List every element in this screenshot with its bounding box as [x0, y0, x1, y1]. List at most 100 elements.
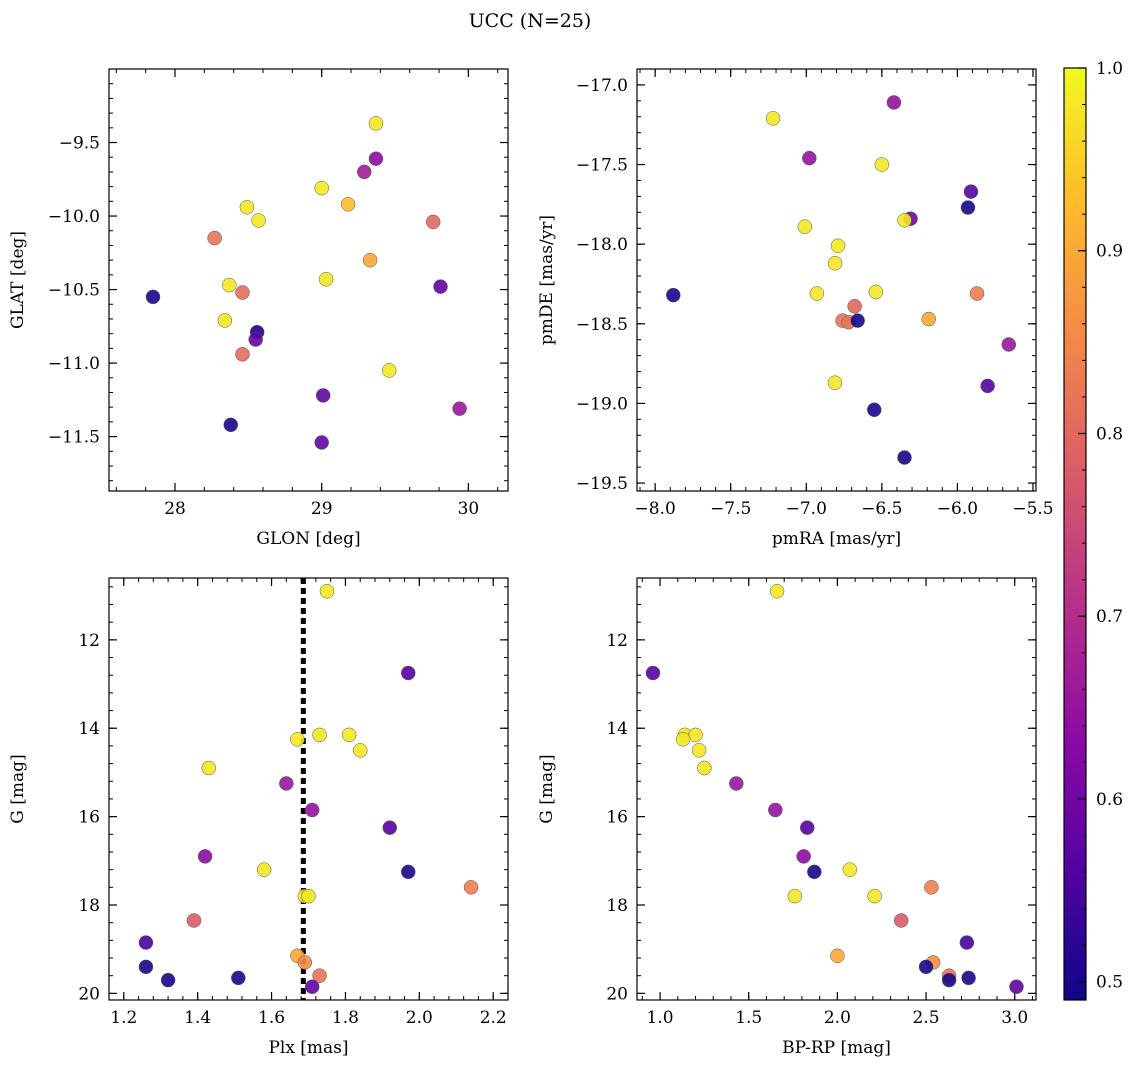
data-point [314, 180, 329, 196]
panel-plx-g: 1.2 1.4 1.6 1.8 2.0 2.2 12 14 16 18 20 Plx [mas] G [… [8, 577, 509, 1058]
x-tick-label: −7.5 [710, 499, 751, 519]
data-point [318, 272, 334, 287]
data-point [867, 402, 882, 418]
data-point [368, 151, 384, 166]
data-point [401, 665, 416, 681]
data-point [802, 150, 817, 166]
y-tick-label: −10.5 [48, 281, 100, 301]
figure-title: UCC (N=25) [469, 10, 592, 32]
data-point [768, 802, 783, 818]
data-point [941, 972, 957, 988]
data-point [356, 164, 372, 180]
x-tick-label: 28 [164, 499, 186, 519]
panel-pmra-pmde: −8.0 −7.5 −7.0 −6.5 −6.0 −5.5 −19.5 −19.0 −18.5 −… [537, 68, 1054, 549]
data-point [1001, 337, 1017, 352]
data-point [145, 289, 161, 305]
data-point [248, 332, 263, 347]
y-axis-label: GLAT [deg] [8, 231, 28, 329]
y-tick-label: 14 [78, 719, 100, 739]
colorbar-tick-label: 0.9 [1096, 242, 1123, 262]
data-point [138, 935, 154, 950]
data-point [666, 287, 681, 303]
data-point [960, 200, 976, 215]
y-axis-label: G [mag] [8, 754, 28, 823]
data-point [290, 732, 305, 747]
y-tick-label: −17.0 [576, 76, 628, 96]
data-point [980, 378, 995, 394]
x-tick-label: 1.4 [184, 1008, 211, 1028]
colorbar-tick-label: 1.0 [1096, 59, 1123, 79]
data-point [251, 213, 266, 228]
data-point [897, 450, 912, 465]
data-point [341, 727, 357, 743]
data-point [138, 959, 154, 975]
x-tick-label: 2.2 [480, 1008, 507, 1028]
data-point [425, 214, 441, 230]
axes-frame [108, 68, 509, 492]
y-tick-label: 18 [606, 896, 628, 916]
x-tick-label: 2.0 [406, 1008, 433, 1028]
axes-frame [636, 577, 1037, 1001]
y-axis-label: pmDE [mas/yr] [537, 215, 557, 345]
axes-frame [108, 577, 509, 1001]
x-tick-label: −5.5 [1012, 499, 1053, 519]
colorbar-gradient [1064, 68, 1086, 1000]
data-point [830, 948, 845, 964]
axes-frame [636, 68, 1037, 492]
y-tick-label: 18 [78, 896, 100, 916]
data-point [827, 256, 843, 271]
data-point [809, 286, 825, 301]
data-point [799, 820, 815, 835]
y-tick-label: 20 [78, 984, 100, 1004]
y-tick-label: 14 [606, 719, 628, 739]
data-point [315, 388, 331, 403]
data-point [874, 157, 890, 172]
data-point [959, 935, 975, 950]
panel-bprp-g: 1.0 1.5 2.0 2.5 3.0 12 14 16 18 20 BP-RP [mag] G [m… [537, 577, 1037, 1058]
panel-glon-glat: 28 29 30 −11.5 −11.0 −10.5 −10.0 −9.5 GLON [deg]… [8, 68, 509, 549]
data-point [924, 880, 939, 895]
x-tick-label: −7.0 [786, 499, 827, 519]
data-point [382, 820, 398, 835]
x-tick-label: 1.8 [332, 1008, 359, 1028]
data-point [352, 743, 368, 758]
data-point [893, 913, 909, 928]
data-point [319, 584, 335, 599]
colorbar-tick-label: 0.6 [1096, 790, 1123, 810]
data-point [401, 864, 416, 880]
x-tick-label: 1.6 [258, 1008, 285, 1028]
data-point [769, 584, 785, 599]
x-tick-label: 2.5 [913, 1008, 940, 1028]
data-point [381, 363, 397, 378]
data-point [796, 849, 811, 864]
x-axis-label: BP-RP [mag] [782, 1038, 891, 1058]
x-tick-label: 1.2 [110, 1008, 137, 1028]
data-point [830, 238, 846, 254]
y-tick-label: 16 [606, 808, 628, 828]
data-point [235, 347, 250, 362]
data-point [217, 313, 233, 328]
data-point [304, 802, 320, 818]
data-point [897, 213, 912, 228]
data-point [1009, 979, 1024, 994]
x-tick-label: −6.5 [861, 499, 902, 519]
x-tick-label: 1.5 [735, 1008, 762, 1028]
x-tick-label: −6.0 [937, 499, 978, 519]
y-tick-label: −9.5 [59, 134, 100, 154]
data-point [675, 732, 691, 747]
x-tick-label: 30 [458, 499, 480, 519]
data-point [827, 375, 843, 390]
data-point [160, 972, 176, 988]
data-point [201, 760, 216, 776]
data-point [729, 776, 744, 791]
data-point [797, 219, 813, 234]
colorbar: 0.5 0.6 0.7 0.8 0.9 1.0 [1063, 59, 1123, 1001]
y-tick-label: −18.5 [576, 315, 628, 335]
data-point [340, 197, 356, 212]
y-tick-label: −19.5 [576, 474, 628, 494]
data-point [697, 760, 712, 776]
x-tick-label: 2.0 [824, 1008, 851, 1028]
data-point [235, 285, 250, 300]
colorbar-tick-label: 0.7 [1096, 607, 1123, 627]
